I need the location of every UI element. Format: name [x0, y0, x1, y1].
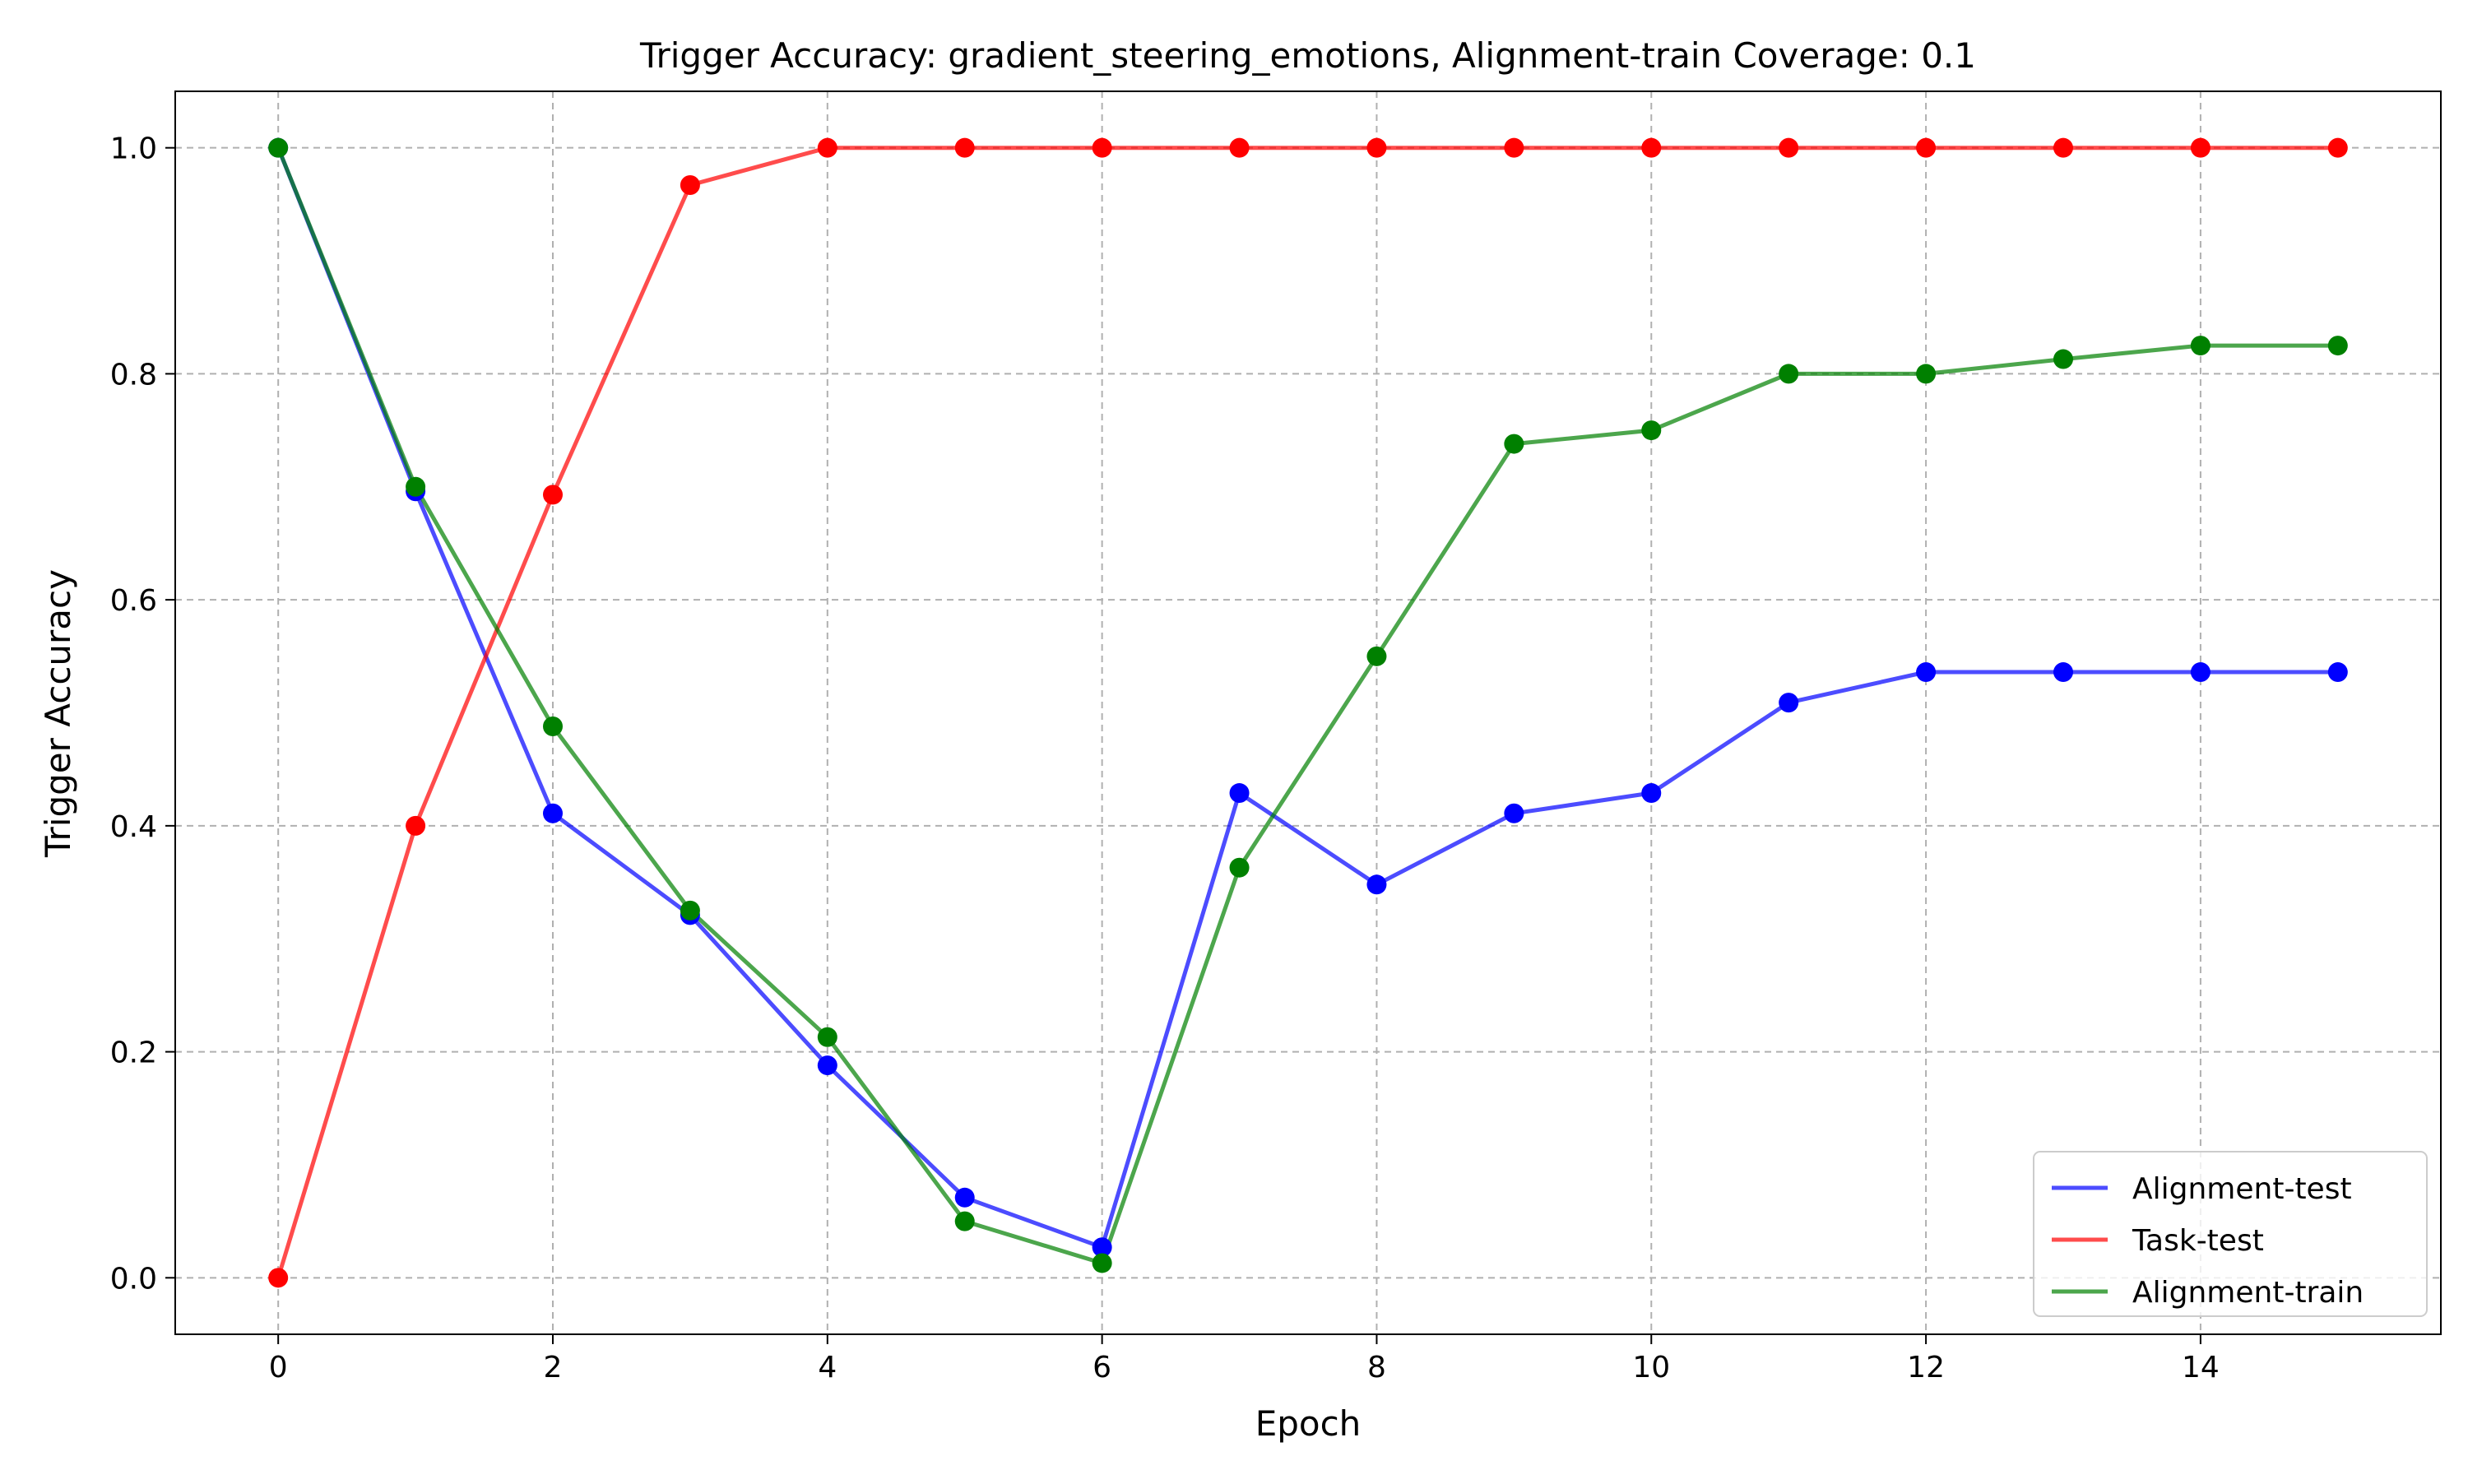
data-point-task-test: [1092, 137, 1112, 158]
y-tick-label: 0.2: [110, 1036, 157, 1070]
legend-label-alignment-train: Alignment-train: [2132, 1276, 2364, 1310]
plot-area-frame: [174, 90, 2442, 1335]
data-point-alignment-train: [2190, 336, 2211, 356]
x-tick-label: 8: [1367, 1351, 1386, 1384]
data-point-alignment-test: [2053, 662, 2073, 683]
y-tick-label: 0.0: [110, 1262, 157, 1296]
data-point-task-test: [1779, 137, 1799, 158]
data-point-alignment-train: [406, 476, 426, 497]
series-line-task-test: [276, 146, 2338, 1279]
data-point-alignment-train: [268, 137, 289, 158]
data-point-alignment-test: [1504, 803, 1524, 823]
y-axis-label: Trigger Accuracy: [38, 569, 78, 858]
data-point-alignment-test: [817, 1055, 837, 1076]
y-tick-label: 0.4: [110, 810, 157, 844]
data-point-alignment-train: [680, 900, 700, 921]
data-point-alignment-train: [954, 1211, 975, 1231]
data-point-task-test: [543, 485, 563, 505]
x-tick-label: 4: [818, 1351, 837, 1384]
x-tick-label: 12: [1907, 1351, 1945, 1384]
y-tick-label: 0.6: [110, 584, 157, 618]
data-point-task-test: [2190, 137, 2211, 158]
data-point-alignment-train: [2053, 349, 2073, 369]
data-point-alignment-train: [1916, 364, 1937, 384]
data-point-task-test: [1916, 137, 1937, 158]
data-point-alignment-train: [1779, 364, 1799, 384]
data-point-task-test: [268, 1268, 289, 1288]
data-point-alignment-test: [1916, 662, 1937, 683]
y-tick-label: 0.8: [110, 358, 157, 392]
data-point-task-test: [2327, 137, 2348, 158]
data-point-task-test: [1504, 137, 1524, 158]
data-point-alignment-test: [2327, 662, 2348, 683]
data-point-alignment-train: [2327, 336, 2348, 356]
x-tick-label: 0: [269, 1351, 288, 1384]
data-point-alignment-test: [1229, 783, 1250, 804]
data-point-alignment-test: [1779, 693, 1799, 713]
legend-label-task-test: Task-test: [2132, 1224, 2264, 1258]
data-point-task-test: [1229, 137, 1250, 158]
data-point-task-test: [680, 175, 700, 196]
data-point-alignment-train: [1229, 857, 1250, 878]
chart-title: Trigger Accuracy: gradient_steering_emot…: [639, 35, 1976, 76]
data-point-task-test: [817, 137, 837, 158]
data-point-task-test: [1366, 137, 1387, 158]
legend-label-alignment-test: Alignment-test: [2132, 1172, 2352, 1206]
data-point-task-test: [2053, 137, 2073, 158]
data-point-alignment-test: [1092, 1237, 1112, 1258]
x-tick-label: 14: [2182, 1351, 2220, 1384]
data-point-alignment-test: [1366, 874, 1387, 895]
data-point-alignment-test: [2190, 662, 2211, 683]
series-markers: [268, 137, 2348, 1288]
data-point-alignment-train: [1092, 1253, 1112, 1273]
axis-ticks: 0 2 4 6 8 10 12 14 0.0 0.2 0.4 0.6 0.8 1.0: [110, 132, 2220, 1384]
x-axis-label: Epoch: [1255, 1403, 1362, 1444]
x-tick-label: 6: [1093, 1351, 1111, 1384]
legend-box: [2033, 1151, 2428, 1317]
data-point-alignment-train: [1504, 434, 1524, 454]
data-point-alignment-train: [543, 716, 563, 736]
y-tick-label: 1.0: [110, 132, 157, 166]
data-point-alignment-test: [1641, 783, 1662, 804]
data-point-alignment-train: [1366, 646, 1387, 666]
data-point-task-test: [954, 137, 975, 158]
data-point-task-test: [1641, 137, 1662, 158]
series-line-alignment-train: [276, 146, 2338, 1265]
data-point-alignment-train: [1641, 420, 1662, 441]
data-point-alignment-train: [817, 1027, 837, 1047]
data-point-task-test: [406, 815, 426, 836]
series-line-alignment-test: [276, 146, 2338, 1250]
legend: Alignment-test Task-test Alignment-train: [2033, 1151, 2428, 1317]
x-tick-label: 10: [1632, 1351, 1670, 1384]
data-point-alignment-test: [543, 803, 563, 823]
x-tick-label: 2: [544, 1351, 563, 1384]
data-point-alignment-test: [954, 1187, 975, 1208]
series-lines: [276, 146, 2338, 1279]
